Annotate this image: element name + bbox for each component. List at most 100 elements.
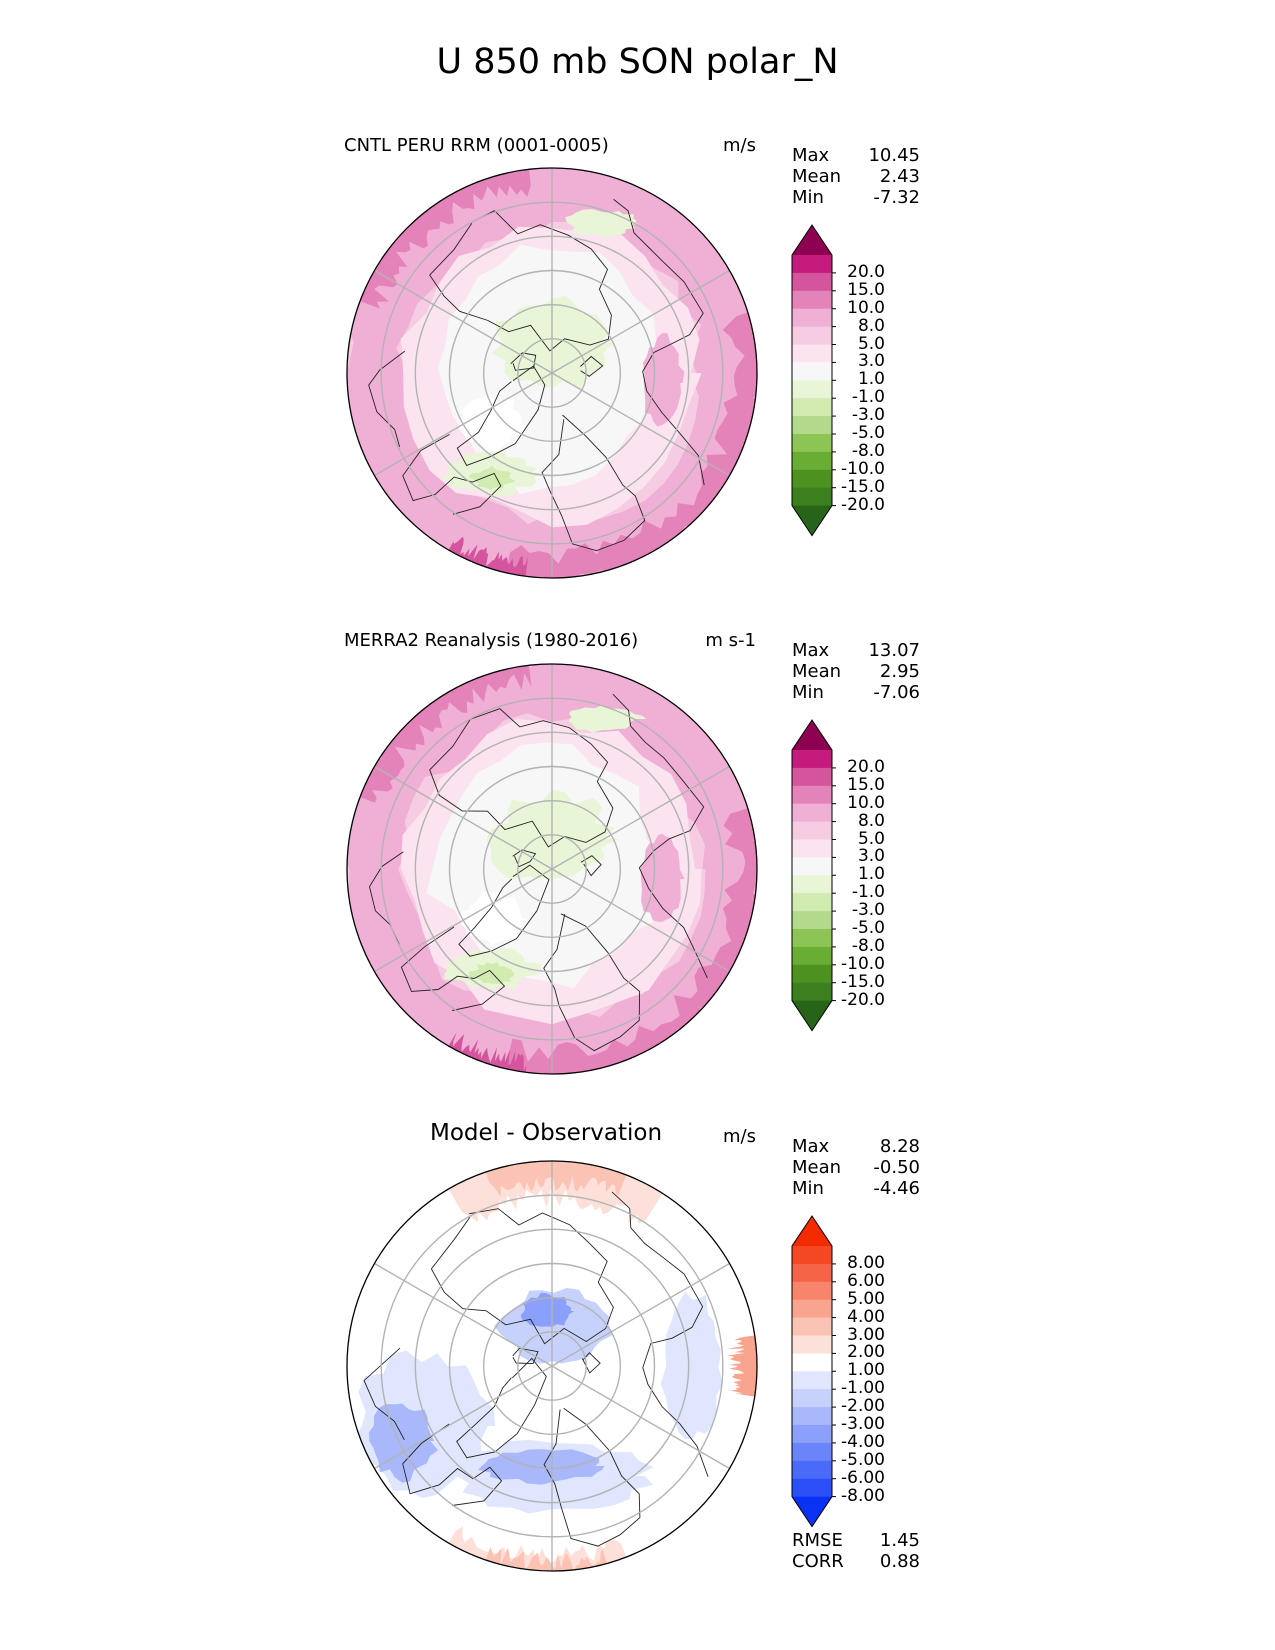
colorbar-segment bbox=[792, 911, 832, 930]
stat-min: Min -4.46 bbox=[792, 1178, 920, 1199]
contour-band bbox=[501, 807, 757, 1074]
colorbar-segment bbox=[792, 308, 832, 327]
panel-2-colorbar-labels: 20.0 15.0 10.0 8.0 5.0 3.0 1.0 -1.0 -3.0 -5.0 -8.0… bbox=[820, 0, 885, 1650]
colorbar-1 bbox=[791, 224, 836, 537]
longitude-gridline bbox=[551, 1262, 730, 1367]
colorbar-tick-label: -1.00 bbox=[841, 1378, 885, 1399]
colorbar-segment bbox=[792, 893, 832, 912]
longitude-gridline bbox=[551, 372, 730, 477]
colorbar-tick-label: -8.0 bbox=[851, 935, 885, 956]
colorbar-segment bbox=[792, 875, 832, 894]
colorbar-tick-label: 15.0 bbox=[847, 774, 885, 795]
colorbar-segment bbox=[792, 982, 832, 1001]
coastline bbox=[402, 434, 502, 515]
panel-3-colorbar-labels: 8.00 6.00 5.00 4.00 3.00 2.00 1.00 -1.00 -2.00 -3… bbox=[820, 0, 885, 1650]
contour-band bbox=[568, 705, 647, 733]
colorbar-tick-label: 8.0 bbox=[857, 315, 885, 336]
colorbar-extend-min bbox=[792, 1496, 832, 1527]
colorbar-tick-label: 5.0 bbox=[857, 828, 885, 849]
colorbar-segment bbox=[792, 1246, 832, 1265]
colorbar-tick-label: -1.0 bbox=[851, 387, 885, 408]
colorbar-tick-label: -20.0 bbox=[841, 494, 885, 515]
coastline bbox=[512, 1347, 539, 1365]
colorbar-extend-min bbox=[792, 1000, 832, 1031]
colorbar-tick-label: -4.00 bbox=[841, 1431, 885, 1452]
colorbar-segment bbox=[792, 964, 832, 984]
colorbar-tick-label: 3.0 bbox=[857, 351, 885, 372]
colorbar-segment bbox=[792, 398, 832, 417]
coastline bbox=[429, 210, 612, 352]
contour-band bbox=[640, 833, 685, 922]
colorbar-tick-label: 10.0 bbox=[847, 792, 885, 813]
colorbar-segment bbox=[792, 1371, 832, 1390]
longitude-gridline bbox=[551, 765, 730, 870]
colorbar-segment bbox=[792, 469, 832, 489]
stat-max: Max 13.07 bbox=[792, 640, 920, 661]
map-boundary bbox=[346, 663, 758, 1075]
colorbar-extend-max bbox=[792, 1216, 832, 1246]
contour-band bbox=[442, 536, 529, 578]
colorbar-segment bbox=[792, 272, 832, 292]
panel-1-colorbar-labels: 20.0 15.0 10.0 8.0 5.0 3.0 1.0 -1.0 -3.0 -5.0 -8.0… bbox=[820, 0, 885, 1650]
colorbar-tick-label: 3.00 bbox=[847, 1324, 885, 1345]
colorbar-segment bbox=[792, 1317, 832, 1336]
stat-mean: Mean 2.95 bbox=[792, 661, 920, 682]
colorbar-segment bbox=[792, 1263, 832, 1283]
panel-2-subtitle: MERRA2 Reanalysis (1980-2016) bbox=[344, 630, 639, 651]
polar-map-2 bbox=[347, 664, 757, 1074]
colorbar-tick-label: 2.00 bbox=[847, 1342, 885, 1363]
colorbar-tick-label: 1.0 bbox=[857, 864, 885, 885]
contour-band bbox=[458, 891, 526, 945]
stat-rmse: RMSE 1.45 bbox=[792, 1530, 920, 1551]
contour-band bbox=[442, 1031, 527, 1074]
colorbar-segment bbox=[792, 1335, 832, 1354]
colorbar-extend-max bbox=[792, 720, 832, 750]
colorbar-tick-label: -8.0 bbox=[851, 440, 885, 461]
colorbar-tick-label: 5.0 bbox=[857, 333, 885, 354]
colorbar-segment bbox=[792, 1460, 832, 1480]
panel-1-units: m/s bbox=[723, 135, 756, 156]
contour-band bbox=[469, 465, 516, 490]
coastline bbox=[580, 855, 602, 877]
colorbar-segment bbox=[792, 434, 832, 453]
colorbar-tick-label: 5.00 bbox=[847, 1288, 885, 1309]
colorbar-extend-max bbox=[792, 225, 832, 255]
coastline bbox=[456, 1357, 547, 1459]
colorbar-tick-label: -1.0 bbox=[851, 882, 885, 903]
colorbar-segment bbox=[792, 1353, 832, 1372]
stat-corr: CORR 0.88 bbox=[792, 1551, 920, 1572]
contour-band bbox=[458, 397, 527, 452]
colorbar-2 bbox=[791, 719, 836, 1032]
stat-max: Max 8.28 bbox=[792, 1136, 920, 1157]
colorbar-segment bbox=[792, 785, 832, 805]
coastline bbox=[581, 1352, 601, 1374]
colorbar-segment bbox=[792, 290, 832, 310]
colorbar-segment bbox=[792, 803, 832, 822]
coastline bbox=[368, 350, 406, 448]
colorbar-segment bbox=[792, 255, 832, 274]
map-boundary bbox=[346, 1160, 758, 1572]
contour-band bbox=[480, 1161, 628, 1197]
panel-2-units: m s-1 bbox=[705, 630, 756, 651]
colorbar-segment bbox=[792, 416, 832, 435]
panel-3-stats: Max 8.28 Mean -0.50 Min -4.46 bbox=[792, 1136, 920, 1199]
colorbar-tick-label: -20.0 bbox=[841, 989, 885, 1010]
contour-band bbox=[438, 1161, 669, 1224]
coastline bbox=[400, 926, 506, 1011]
colorbar-3 bbox=[791, 1215, 836, 1528]
colorbar-tick-label: 20.0 bbox=[847, 756, 885, 777]
longitude-gridline bbox=[374, 868, 553, 973]
colorbar-segment bbox=[792, 1442, 832, 1462]
stat-min: Min -7.32 bbox=[792, 187, 920, 208]
colorbar-tick-label: -8.00 bbox=[841, 1485, 885, 1506]
colorbar-segment bbox=[792, 1389, 832, 1408]
colorbar-segment bbox=[792, 451, 832, 471]
panel-1-stats: Max 10.45 Mean 2.43 Min -7.32 bbox=[792, 145, 920, 208]
colorbar-segment bbox=[792, 1478, 832, 1497]
colorbar-tick-label: 10.0 bbox=[847, 297, 885, 318]
colorbar-segment bbox=[792, 1425, 832, 1444]
colorbar-tick-label: -15.0 bbox=[841, 971, 885, 992]
colorbar-segment bbox=[792, 1281, 832, 1301]
panel-3-error-stats: RMSE 1.45 CORR 0.88 bbox=[792, 1530, 920, 1572]
